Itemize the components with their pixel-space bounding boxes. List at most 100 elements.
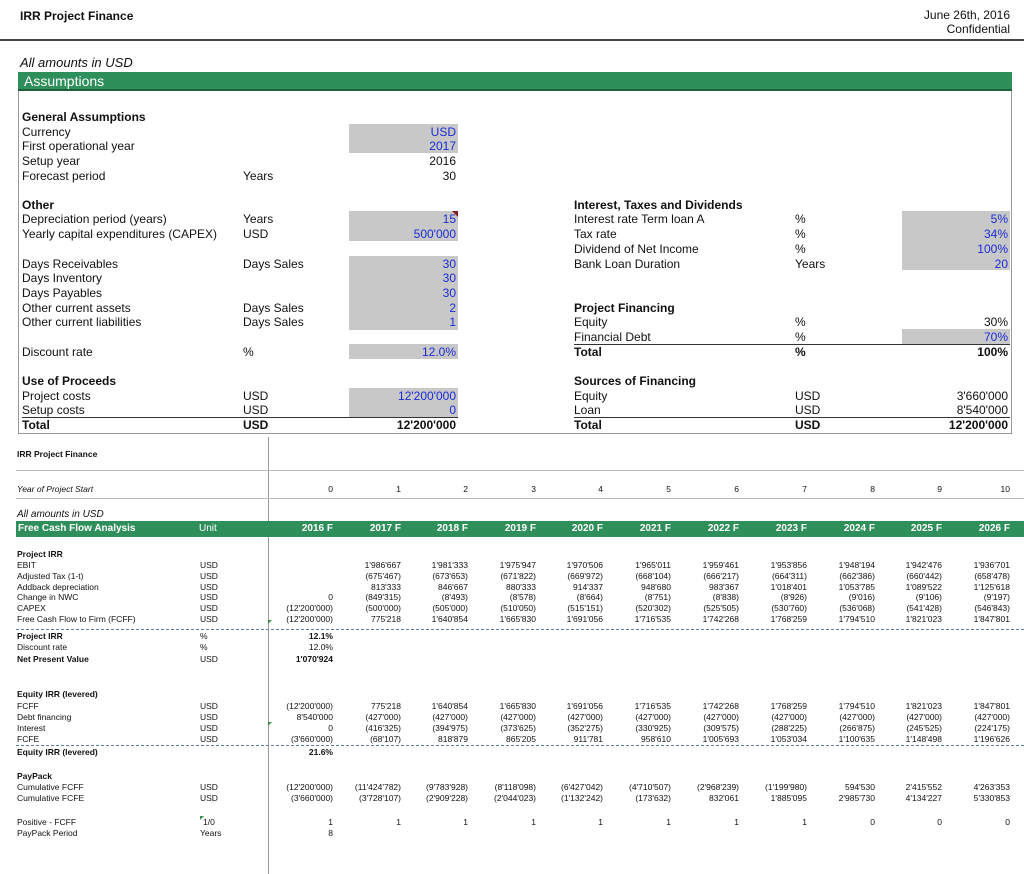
first-year-input[interactable]: 2017	[429, 139, 456, 153]
itd-input-block	[902, 211, 1010, 270]
data-cell: 813'333	[371, 581, 401, 592]
data-cell: (673'653)	[432, 570, 468, 581]
data-cell: (660'442)	[906, 570, 942, 581]
data-cell: (8'664)	[576, 592, 603, 603]
data-cell: (510'050)	[500, 603, 536, 614]
data-cell: 4'263'353	[973, 782, 1010, 792]
data-cell: (1'199'980)	[765, 782, 807, 792]
oca-label: Other current assets	[22, 301, 131, 315]
data-cell: 914'337	[573, 581, 603, 592]
data-cell: 1'640'854	[431, 614, 468, 624]
general-input-block	[349, 124, 458, 153]
tax-input[interactable]: 34%	[983, 227, 1008, 241]
positive-cell: 1	[598, 817, 603, 827]
project-irr-unit: %	[200, 631, 208, 641]
positive-cell: 1	[531, 817, 536, 827]
row-label: Adjusted Tax (1-t)	[17, 570, 84, 581]
disc-label: Discount rate	[22, 345, 93, 359]
payback-period-value: 8	[328, 828, 333, 838]
currency-input[interactable]: USD	[430, 125, 456, 139]
data-cell: 1'053'034	[770, 734, 807, 744]
pf-eq-unit: %	[795, 315, 806, 329]
use-total-label: Total	[22, 418, 50, 432]
data-cell: 2'985'730	[838, 793, 875, 803]
data-cell: (173'632)	[635, 793, 671, 803]
data-cell: (2'968'239)	[697, 782, 739, 792]
row-unit: USD	[200, 712, 218, 722]
npv-unit: USD	[200, 654, 218, 664]
year-header-cell: 2026 F	[978, 523, 1010, 534]
dr-input[interactable]: 30	[442, 257, 456, 271]
pf-debt-input[interactable]: 70%	[983, 330, 1008, 344]
year-header-cell: 2024 F	[843, 523, 875, 534]
div-input[interactable]: 100%	[977, 242, 1008, 256]
disc-input[interactable]: 12.0%	[421, 345, 456, 359]
document-date: June 26th, 2016	[923, 8, 1010, 22]
year-index-cell: 10	[1000, 484, 1010, 494]
data-cell: 1'953'856	[770, 560, 807, 570]
model-disc-unit: %	[200, 642, 208, 652]
data-cell: (416'325)	[365, 723, 401, 733]
data-cell: (2'909'228)	[426, 793, 468, 803]
dur-input[interactable]: 20	[994, 257, 1008, 271]
data-cell: 1'691'056	[566, 701, 603, 711]
formula-marker-icon	[268, 620, 272, 624]
row-unit: USD	[200, 581, 218, 592]
data-cell: (12'200'000)	[286, 782, 333, 792]
positive-label: Positive - FCFF	[17, 817, 77, 827]
currency-label: Currency	[22, 125, 71, 139]
data-cell: (675'467)	[365, 570, 401, 581]
data-cell: (12'200'000)	[286, 603, 333, 614]
disc-input-block	[349, 344, 458, 359]
use-input-block	[349, 388, 458, 417]
pf-total-rule	[574, 344, 1010, 345]
data-cell: 1'821'023	[905, 614, 942, 624]
data-cell: 594'530	[845, 782, 875, 792]
pf-debt-block	[902, 329, 1010, 344]
data-cell: 1'005'693	[702, 734, 739, 744]
dep-input[interactable]: 15	[442, 212, 456, 226]
year-index-cell: 2	[463, 484, 468, 494]
data-cell: (330'925)	[635, 723, 671, 733]
assumptions-panel	[18, 91, 1012, 434]
year-index-cell: 7	[802, 484, 807, 494]
ocl-unit: Days Sales	[243, 315, 304, 329]
data-cell: 846'667	[438, 581, 468, 592]
setup-input[interactable]: 0	[449, 403, 456, 417]
proj-input[interactable]: 12'200'000	[398, 389, 456, 403]
assumptions-header: Assumptions	[18, 72, 1012, 91]
data-cell: 1'847'801	[973, 614, 1010, 624]
fcf-header-bar: Free Cash Flow Analysis Unit 2016 F 2017 …	[16, 521, 1024, 537]
forecast-unit: Years	[243, 169, 274, 183]
data-cell: 983'367	[709, 581, 739, 592]
data-cell: 948'680	[641, 581, 671, 592]
disc-unit: %	[243, 345, 254, 359]
data-cell: (1'132'242)	[561, 793, 603, 803]
use-heading: Use of Proceeds	[22, 374, 117, 388]
dp-input[interactable]: 30	[442, 286, 456, 300]
column-divider	[268, 437, 269, 874]
capex-input[interactable]: 500'000	[413, 227, 456, 241]
comment-marker-icon[interactable]	[452, 211, 458, 217]
data-cell: 818'879	[438, 734, 468, 744]
ocl-input[interactable]: 1	[449, 315, 456, 329]
model-amounts-label: All amounts in USD	[17, 509, 104, 520]
year-header-cell: 2025 F	[910, 523, 942, 534]
itd-heading: Interest, Taxes and Dividends	[574, 198, 743, 212]
data-cell: (515'151)	[567, 603, 603, 614]
di-input[interactable]: 30	[442, 271, 456, 285]
first-year-label: First operational year	[22, 139, 135, 153]
sof-heading: Sources of Financing	[574, 374, 697, 388]
data-cell: 1'196'626	[973, 734, 1010, 744]
data-cell: 1'768'259	[770, 701, 807, 711]
data-cell: (8'118'098)	[494, 782, 536, 792]
positive-cell: 1	[463, 817, 468, 827]
tax-label: Tax rate	[574, 227, 617, 241]
data-cell: (8'751)	[644, 592, 671, 603]
data-cell: (427'000)	[635, 712, 671, 722]
npv-value: 1'070'924	[295, 654, 333, 664]
data-cell: 1'965'011	[635, 560, 671, 570]
rate-input[interactable]: 5%	[990, 212, 1008, 226]
data-cell: 911'781	[573, 734, 603, 744]
oca-input[interactable]: 2	[449, 301, 456, 315]
